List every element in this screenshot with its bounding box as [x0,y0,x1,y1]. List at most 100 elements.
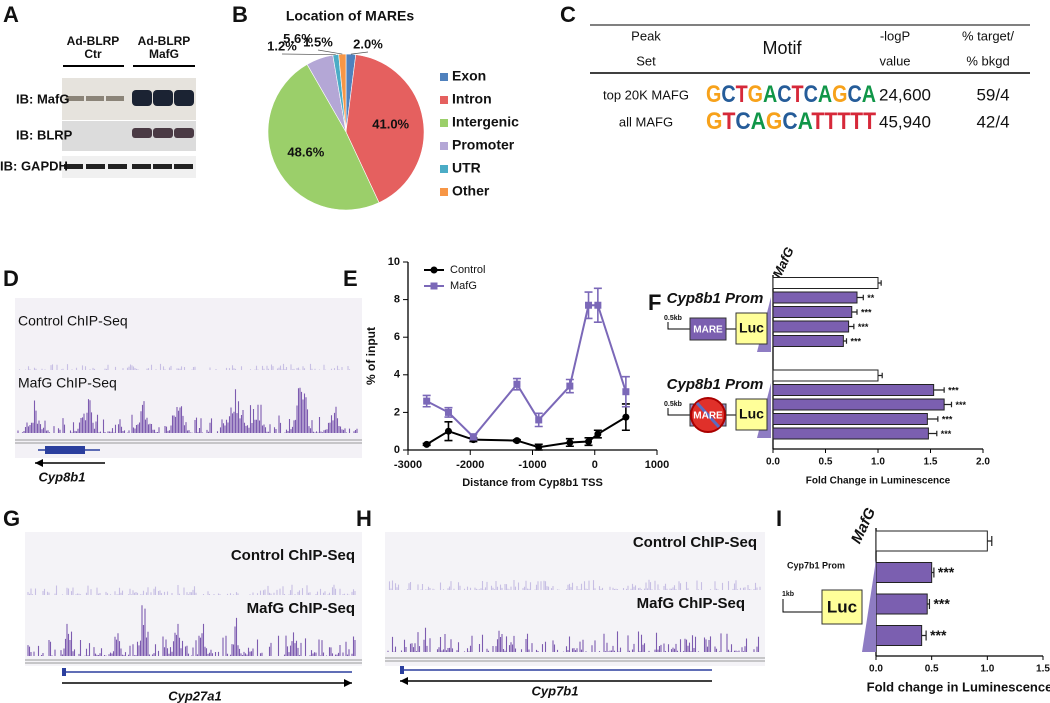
track-label: MafG ChIP-Seq [637,595,745,612]
bar [875,593,928,615]
bar [772,369,879,382]
bar [772,277,879,289]
mutation-slash [695,401,721,429]
marker [444,427,452,435]
gene-name: Cyp8b1 [39,469,86,484]
table-header: % target/ [962,28,1014,43]
legend-swatch [440,188,448,196]
x-tick-label: 1.0 [871,457,885,468]
x-axis-label: Fold Change in Luminescence [806,476,951,487]
gene-arrowhead [400,677,408,685]
significance-label: *** [956,400,967,410]
significance-label: *** [948,385,959,395]
reporter-label: Luc [827,597,857,616]
table-header: value [879,53,910,68]
error-bar [987,536,993,546]
lane-label: MafG [149,47,179,61]
table-header: Set [636,53,656,68]
marker [622,413,630,421]
x-tick-label: -2000 [456,459,484,471]
marker [423,440,431,448]
error-bar [933,387,945,393]
x-tick-label: 0.5 [925,664,939,675]
marker [535,416,543,424]
marker [423,397,431,405]
x-tick-label: 1.5 [924,457,938,468]
lane-label: Ad-BLRP [67,34,120,48]
bar [772,427,929,440]
table-cell: all MAFG [619,114,673,129]
track-label: Control ChIP-Seq [633,534,757,551]
gene-exon [45,446,85,454]
significance-label: *** [851,336,862,346]
motif-logo: GTCAGCATTTTT [706,108,876,135]
y-tick-label: 2 [394,406,400,418]
lane-label: Ctr [84,47,102,61]
bar [772,306,853,318]
x-tick-label: 0.5 [819,457,833,468]
legend-swatch [440,73,448,81]
mafg-signal [27,605,356,656]
reporter-label: Luc [739,320,764,336]
significance-label: *** [858,322,869,332]
track-label: MafG ChIP-Seq [18,375,117,391]
chart-title: Location of MAREs [286,8,415,24]
bar [875,530,988,552]
legend-label: Control [450,264,485,276]
table-cell: 59/4 [976,85,1009,104]
marker [469,433,477,441]
error-bar [848,323,855,330]
legend-swatch [440,96,448,104]
x-tick-label: -3000 [394,459,422,471]
dose-wedge [862,560,876,652]
track-label: Control ChIP-Seq [231,547,355,564]
x-tick-label: 1.5 [1036,664,1050,675]
construct-size: 1kb [782,591,794,598]
legend-marker [430,266,438,274]
bar [772,320,850,333]
error-bar [931,567,935,578]
error-bar [857,294,864,301]
y-tick-label: 10 [388,256,400,268]
error-bar [927,599,931,609]
error-bar [878,372,883,379]
blot-bands [132,128,194,138]
error-bar [843,338,848,344]
group-label: Cyp8b1 Prom [667,290,764,307]
significance-label: *** [861,307,872,317]
blot-label: IB: GAPDH [0,158,68,173]
gene-exon [62,668,66,676]
control-signal [388,579,761,590]
legend-label: Intergenic [452,114,519,130]
legend-label: UTR [452,160,481,176]
construct-line [782,599,822,613]
significance-label: *** [933,596,950,612]
blot-label: IB: BLRP [16,127,73,142]
error-bar [878,280,882,286]
marker [622,388,630,396]
series-line [426,304,627,439]
error-bar [851,309,858,315]
data-label: 1.2% [267,38,297,53]
table-header: % bkgd [966,53,1009,68]
error-bar [927,416,939,422]
track-panel [385,532,765,666]
control-signal [18,363,351,370]
significance-label: *** [930,627,947,643]
construct-size: 0.5kb [664,315,682,322]
panel-letter: D [3,266,19,291]
panel-letter: B [232,2,248,27]
x-axis-label: Distance from Cyp8b1 TSS [462,477,603,489]
x-tick-label: -1000 [518,459,546,471]
data-label: 2.0% [353,36,383,51]
element-label: MARE [693,325,723,336]
x-axis-label: Fold change in Luminescence [867,679,1050,694]
control-signal [27,584,356,595]
x-tick-label: 0.0 [766,457,780,468]
bar [772,291,858,304]
legend-swatch [440,119,448,127]
table-cell: 42/4 [976,112,1009,131]
panel-letter: A [3,2,19,27]
mafg-signal [387,627,760,652]
reporter-box [821,589,863,625]
